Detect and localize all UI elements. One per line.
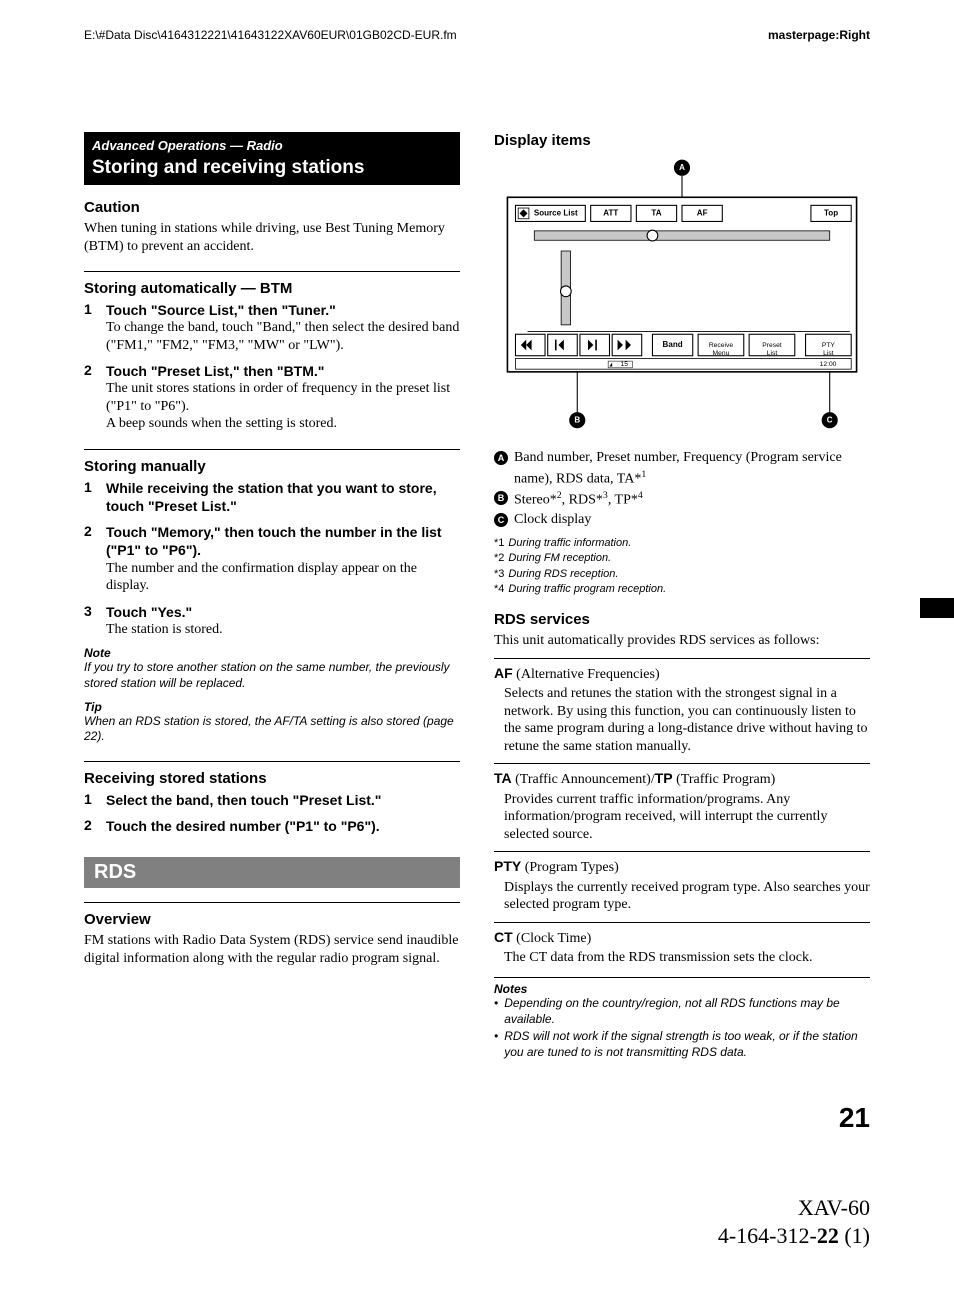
footer: XAV-60 4-164-312-22 (1): [84, 1194, 870, 1249]
note-label: Note: [84, 646, 460, 660]
caution-text: When tuning in stations while driving, u…: [84, 220, 460, 255]
rds-bar: RDS: [84, 857, 460, 888]
section-supertitle: Advanced Operations — Radio: [92, 136, 452, 157]
man-step1-bold: While receiving the station that you wan…: [106, 479, 460, 515]
recv-step-2: 2 Touch the desired number ("P1" to "P6"…: [84, 817, 460, 835]
man-step2-bold: Touch "Memory," then touch the number in…: [106, 523, 460, 559]
section-main-title: Storing and receiving stations: [92, 157, 452, 181]
rds-services-intro: This unit automatically provides RDS ser…: [494, 632, 870, 650]
callout-a-letter: A: [679, 163, 685, 172]
btn-ta: TA: [651, 209, 661, 218]
step-number: 1: [84, 791, 98, 809]
man-step-1: 1 While receiving the station that you w…: [84, 479, 460, 515]
btn-receive-menu: Receive: [709, 342, 733, 349]
right-column: Display items A Source List: [494, 132, 870, 1062]
man-step3-bold: Touch "Yes.": [106, 603, 223, 621]
callout-c-icon: C: [494, 513, 508, 527]
callout-c-letter: C: [827, 415, 833, 424]
display-items-heading: Display items: [494, 132, 870, 149]
callout-b-text: Stereo*2, RDS*3, TP*4: [514, 489, 643, 511]
manual-heading: Storing manually: [84, 449, 460, 475]
status-15: 15: [621, 361, 629, 368]
btn-top: Top: [824, 209, 838, 218]
btn-af: AF: [697, 209, 708, 218]
callout-b-letter: B: [574, 415, 580, 424]
file-path: E:\#Data Disc\4164312221\41643122XAV60EU…: [84, 28, 457, 42]
receiving-heading: Receiving stored stations: [84, 761, 460, 787]
btn-pty-list: PTY: [822, 342, 836, 349]
btn-receive-menu-2: Menu: [713, 350, 730, 357]
display-diagram: A Source List ATT TA: [494, 157, 870, 439]
recv-step-1: 1 Select the band, then touch "Preset Li…: [84, 791, 460, 809]
ct-definition: CT (Clock Time) The CT data from the RDS…: [494, 922, 870, 967]
left-column: Advanced Operations — Radio Storing and …: [84, 132, 460, 1062]
notes-label: Notes: [494, 982, 870, 996]
recv-step2-bold: Touch the desired number ("P1" to "P6").: [106, 817, 380, 835]
notes-list: Depending on the country/region, not all…: [494, 996, 870, 1060]
footnotes: *1During traffic information. *2During F…: [494, 536, 870, 598]
btn-source-list: Source List: [534, 209, 578, 218]
man-step2-body: The number and the confirmation display …: [106, 561, 417, 594]
btm-step2-body: The unit stores stations in order of fre…: [106, 381, 450, 431]
status-clock: 12:00: [820, 361, 837, 368]
masterpage-label: masterpage:Right: [768, 28, 870, 42]
section-title-bar: Advanced Operations — Radio Storing and …: [84, 132, 460, 185]
btm-step-2: 2 Touch "Preset List," then "BTM." The u…: [84, 362, 460, 433]
footer-model: XAV-60: [84, 1194, 870, 1222]
recv-step1-bold: Select the band, then touch "Preset List…: [106, 791, 381, 809]
callout-c-text: Clock display: [514, 511, 591, 530]
step-number: 2: [84, 817, 98, 835]
btm-heading: Storing automatically — BTM: [84, 271, 460, 297]
btn-pty-list-2: List: [823, 350, 834, 357]
footer-code: 4-164-312-22 (1): [84, 1222, 870, 1250]
tip-text: When an RDS station is stored, the AF/TA…: [84, 714, 460, 745]
btn-band: Band: [663, 340, 683, 349]
step-number: 2: [84, 523, 98, 594]
caution-heading: Caution: [84, 199, 460, 216]
btm-step1-body: To change the band, touch "Band," then s…: [106, 320, 459, 353]
btm-step-1: 1 Touch "Source List," then "Tuner." To …: [84, 301, 460, 354]
header-bar: E:\#Data Disc\4164312221\41643122XAV60EU…: [84, 28, 870, 42]
callout-legend: A Band number, Preset number, Frequency …: [494, 449, 870, 530]
tip-label: Tip: [84, 700, 460, 714]
overview-text: FM stations with Radio Data System (RDS)…: [84, 932, 460, 967]
note-text: If you try to store another station on t…: [84, 660, 460, 691]
callout-b-icon: B: [494, 491, 508, 505]
pty-definition: PTY (Program Types) Displays the current…: [494, 851, 870, 914]
step-number: 1: [84, 479, 98, 515]
edge-tab: [920, 598, 954, 618]
man-step3-body: The station is stored.: [106, 622, 223, 637]
step-number: 3: [84, 603, 98, 639]
btn-preset-list-2: List: [767, 350, 778, 357]
btm-step1-bold: Touch "Source List," then "Tuner.": [106, 301, 460, 319]
btn-preset-list: Preset: [762, 342, 782, 349]
man-step-2: 2 Touch "Memory," then touch the number …: [84, 523, 460, 594]
btn-att: ATT: [603, 209, 618, 218]
step-number: 2: [84, 362, 98, 433]
ta-definition: TA (Traffic Announcement)/TP (Traffic Pr…: [494, 763, 870, 843]
btm-step2-bold: Touch "Preset List," then "BTM.": [106, 362, 460, 380]
callout-a-icon: A: [494, 451, 508, 465]
af-definition: AF (Alternative Frequencies) Selects and…: [494, 658, 870, 756]
callout-a-text: Band number, Preset number, Frequency (P…: [514, 449, 870, 489]
rds-services-heading: RDS services: [494, 611, 870, 628]
step-number: 1: [84, 301, 98, 354]
man-step-3: 3 Touch "Yes." The station is stored.: [84, 603, 460, 639]
page-number: 21: [84, 1102, 870, 1134]
overview-heading: Overview: [84, 902, 460, 928]
